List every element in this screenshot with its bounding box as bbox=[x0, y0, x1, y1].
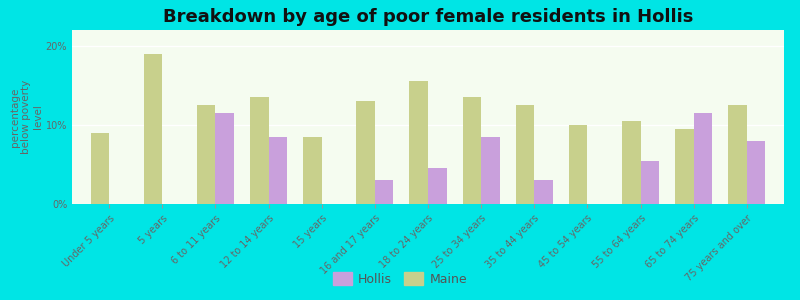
Bar bbox=[641, 160, 659, 204]
Bar bbox=[250, 97, 269, 204]
Bar bbox=[356, 101, 375, 204]
Bar bbox=[747, 141, 766, 204]
Legend: Hollis, Maine: Hollis, Maine bbox=[328, 267, 472, 291]
Bar bbox=[410, 81, 428, 204]
Bar bbox=[622, 121, 641, 204]
Bar bbox=[516, 105, 534, 204]
Bar bbox=[215, 113, 234, 204]
Title: Breakdown by age of poor female residents in Hollis: Breakdown by age of poor female resident… bbox=[163, 8, 693, 26]
Bar bbox=[428, 168, 446, 204]
Bar bbox=[90, 133, 109, 204]
Bar bbox=[675, 129, 694, 204]
Bar bbox=[303, 137, 322, 204]
Bar bbox=[144, 54, 162, 204]
Bar bbox=[694, 113, 712, 204]
Bar bbox=[534, 180, 553, 204]
Bar bbox=[728, 105, 747, 204]
Bar bbox=[375, 180, 394, 204]
Y-axis label: percentage
below poverty
level: percentage below poverty level bbox=[10, 80, 43, 154]
Bar bbox=[569, 125, 587, 204]
Bar bbox=[269, 137, 287, 204]
Bar bbox=[462, 97, 481, 204]
Bar bbox=[197, 105, 215, 204]
Bar bbox=[481, 137, 500, 204]
